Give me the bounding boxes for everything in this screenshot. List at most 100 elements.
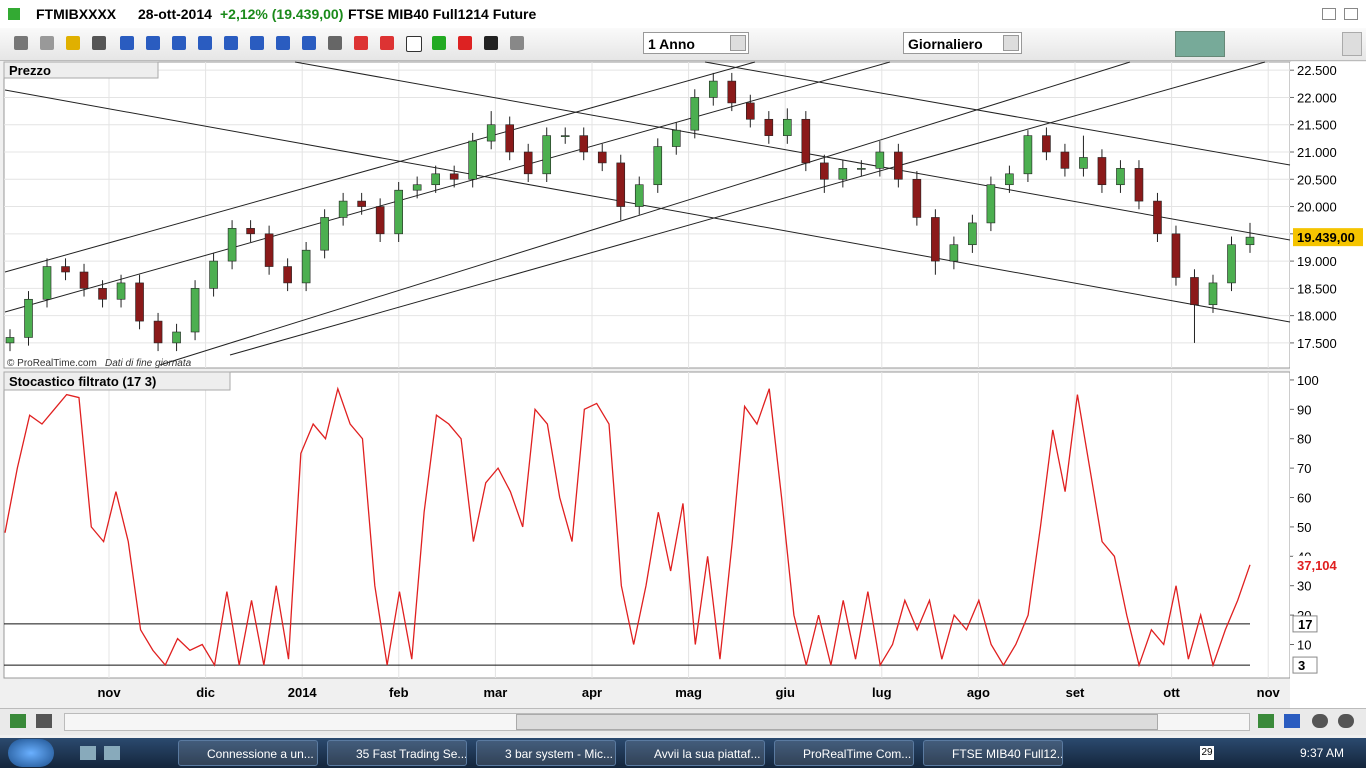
- side-button[interactable]: [1342, 32, 1362, 56]
- candle-body: [375, 206, 385, 235]
- level-label: 3: [1298, 658, 1305, 673]
- tool-ray[interactable]: [146, 36, 160, 50]
- candle-body: [523, 151, 533, 175]
- price-panel-title: Prezzo: [9, 63, 51, 78]
- candle-body: [783, 118, 792, 136]
- tool-triangle[interactable]: [380, 36, 394, 50]
- tool-down-arrow[interactable]: [458, 36, 472, 50]
- candle-body: [1097, 157, 1107, 186]
- x-tick-label: nov: [1257, 685, 1281, 700]
- close-button[interactable]: [1344, 8, 1358, 20]
- candle-body: [449, 173, 459, 180]
- candle-body: [190, 288, 200, 333]
- title-bar: FTMIBXXXX 28-ott-2014 +2,12% (19.439,00)…: [0, 0, 1366, 29]
- zoom-tool[interactable]: [1284, 714, 1300, 728]
- candle-body: [468, 140, 477, 180]
- zoom-in[interactable]: [1338, 714, 1354, 728]
- candle-body: [727, 80, 737, 104]
- y-tick-label: 20.000: [1297, 200, 1337, 215]
- trend-line: [704, 61, 1291, 166]
- grid: [4, 62, 1290, 678]
- candle-body: [579, 135, 589, 153]
- indicator-button[interactable]: [1175, 31, 1225, 57]
- x-tick-label: lug: [872, 685, 892, 700]
- candle-body: [894, 151, 903, 180]
- start-button[interactable]: [8, 739, 54, 767]
- candle-body: [394, 189, 403, 235]
- candle-body: [1153, 200, 1162, 235]
- tool-vline[interactable]: [172, 36, 186, 50]
- last-price-box: [1293, 228, 1363, 247]
- candle-body: [912, 178, 922, 218]
- taskbar: Connessione a un... 35 Fast Trading Se...…: [0, 738, 1366, 768]
- scroll-tool[interactable]: [10, 714, 26, 728]
- trend-line: [4, 61, 756, 273]
- candle-body: [301, 249, 311, 284]
- candle-body: [1171, 233, 1181, 278]
- quick-launch[interactable]: [104, 746, 120, 760]
- candle-body: [227, 228, 237, 262]
- scroll-tool[interactable]: [36, 714, 52, 728]
- tool-fibo[interactable]: [250, 36, 264, 50]
- candle-body: [320, 217, 329, 251]
- task-button[interactable]: 3 bar system - Mic...: [476, 740, 616, 766]
- task-button[interactable]: FTSE MIB40 Full12...: [923, 740, 1063, 766]
- interval-select[interactable]: Giornaliero: [903, 32, 1022, 54]
- task-button[interactable]: Connessione a un...: [178, 740, 318, 766]
- candle-body: [24, 298, 33, 338]
- y-tick-label: 21.000: [1297, 145, 1337, 160]
- stochastic: [4, 386, 1251, 668]
- tool-pattern[interactable]: [354, 36, 368, 50]
- tool-ruler[interactable]: [40, 36, 54, 50]
- app-icon: [8, 8, 20, 20]
- tool-line[interactable]: [120, 36, 134, 50]
- tool-right-arrow[interactable]: [484, 36, 498, 50]
- candle-body: [671, 129, 681, 147]
- candle-body: [1079, 157, 1088, 169]
- tool-hline[interactable]: [198, 36, 212, 50]
- period-select[interactable]: 1 Anno: [643, 32, 749, 54]
- candle-body: [745, 102, 755, 120]
- tool-pointer[interactable]: [14, 36, 28, 50]
- x-tick-label: 2014: [288, 685, 318, 700]
- y-tick-label: 60: [1297, 491, 1311, 506]
- x-tick-label: giu: [775, 685, 795, 700]
- zoom-tool[interactable]: [1258, 714, 1274, 728]
- stochastic-plot-bg: [3, 371, 1291, 679]
- tool-alert[interactable]: [66, 36, 80, 50]
- tool-fan[interactable]: [276, 36, 290, 50]
- task-button[interactable]: Avvii la sua piattaf...: [625, 740, 765, 766]
- candle-body: [1134, 168, 1144, 202]
- y-tick-label: 50: [1297, 520, 1311, 535]
- candle-body: [357, 200, 366, 207]
- tool-up-arrow[interactable]: [432, 36, 446, 50]
- zoom-out[interactable]: [1312, 714, 1328, 728]
- candle-body: [931, 217, 940, 262]
- date: 28-ott-2014: [138, 6, 212, 22]
- candle-body: [1116, 168, 1125, 186]
- tool-zoom[interactable]: [92, 36, 106, 50]
- candle-body: [1042, 135, 1051, 153]
- tool-delete[interactable]: [510, 36, 524, 50]
- tool-settings[interactable]: [328, 36, 342, 50]
- candle-body: [949, 244, 959, 262]
- candle-body: [42, 266, 52, 300]
- restore-button[interactable]: [1322, 8, 1336, 20]
- candle-body: [1190, 277, 1199, 306]
- level-box: [1292, 615, 1318, 633]
- level-label: 17: [1298, 617, 1312, 632]
- scroll-thumb[interactable]: [516, 714, 1158, 730]
- tool-parallel[interactable]: [302, 36, 316, 50]
- quick-launch[interactable]: [80, 746, 96, 760]
- task-button[interactable]: ProRealTime Com...: [774, 740, 914, 766]
- trend-lines: [4, 61, 1291, 366]
- task-button[interactable]: 35 Fast Trading Se...: [327, 740, 467, 766]
- candle-body: [116, 282, 126, 300]
- tool-channel[interactable]: [224, 36, 238, 50]
- candle-body: [431, 173, 440, 186]
- candle-body: [135, 282, 144, 322]
- candle-body: [1245, 236, 1255, 246]
- tool-text[interactable]: [406, 36, 422, 52]
- candle-body: [634, 184, 644, 207]
- last-price-label: 19.439,00: [1297, 230, 1355, 245]
